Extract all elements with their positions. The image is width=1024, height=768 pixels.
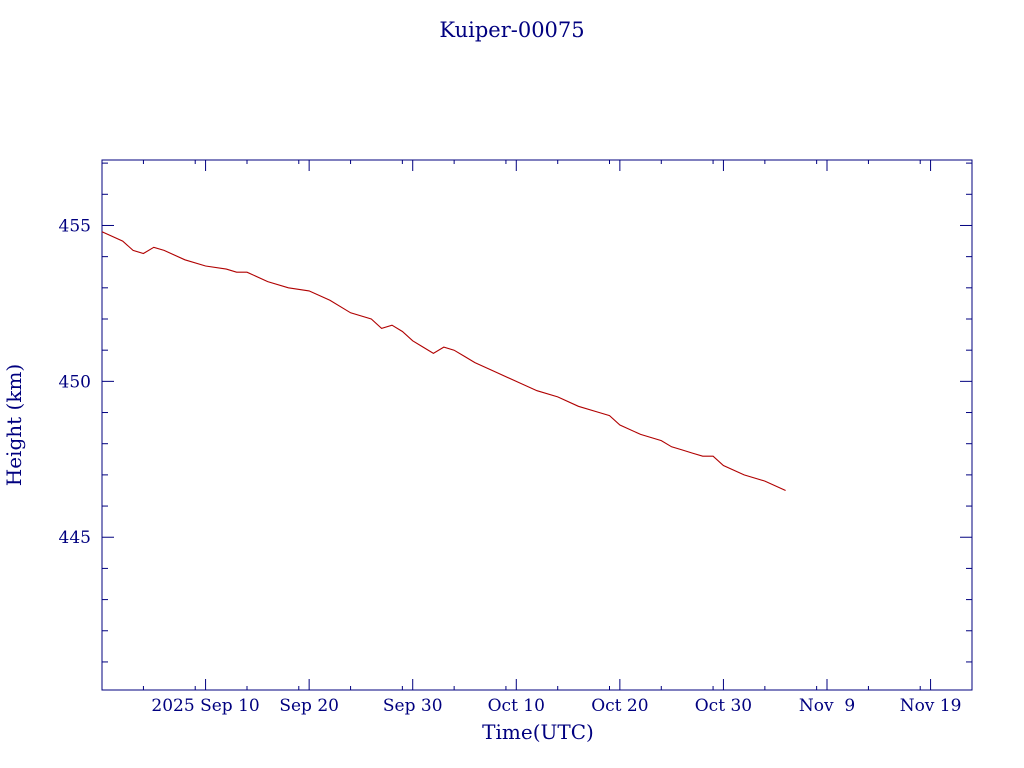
y-tick-label: 455	[59, 216, 91, 236]
x-tick-label: Sep 30	[383, 696, 443, 716]
x-tick-label: Oct 30	[695, 696, 752, 716]
x-tick-label: Nov 19	[900, 696, 962, 716]
x-tick-label: Sep 20	[279, 696, 339, 716]
y-axis-label: Height (km)	[2, 364, 26, 486]
y-axis-ticks: 455 450 445	[59, 216, 972, 548]
x-tick-label: 2025 Sep 10	[151, 696, 259, 716]
minor-ticks	[102, 160, 972, 690]
x-tick-label: Oct 10	[488, 696, 545, 716]
x-tick-label: Nov 9	[799, 696, 855, 716]
y-tick-label: 445	[59, 528, 91, 548]
x-axis-label: Time(UTC)	[482, 720, 594, 744]
y-tick-label: 450	[59, 372, 91, 392]
series-layer	[101, 231, 786, 492]
chart-title: Kuiper-00075	[439, 18, 584, 42]
series-line	[101, 231, 786, 492]
plot-frame	[101, 159, 973, 691]
x-axis-ticks: 2025 Sep 10 Sep 20 Sep 30 Oct 10 Oct 20 Oct 3…	[151, 160, 961, 716]
x-tick-label: Oct 20	[591, 696, 648, 716]
